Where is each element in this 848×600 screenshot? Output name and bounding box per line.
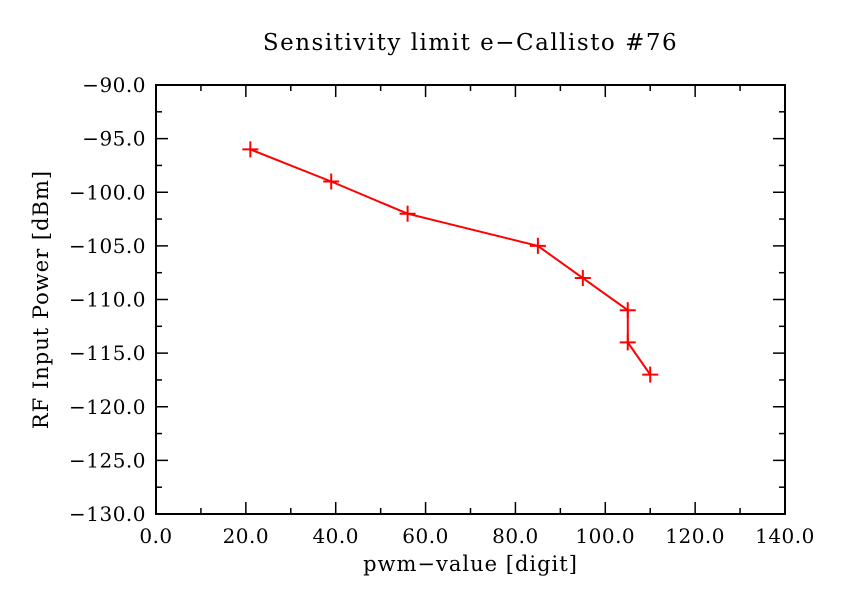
x-tick-label: 20.0 <box>223 524 270 548</box>
y-tick-label: −115.0 <box>69 341 146 365</box>
x-tick-label: 100.0 <box>575 524 635 548</box>
y-axis-label: RF Input Power [dBm] <box>29 170 53 429</box>
y-tick-label: −95.0 <box>82 127 146 151</box>
y-tick-label: −125.0 <box>69 448 146 472</box>
x-tick-label: 0.0 <box>139 524 172 548</box>
x-tick-label: 80.0 <box>492 524 539 548</box>
x-tick-label: 140.0 <box>755 524 815 548</box>
y-tick-label: −105.0 <box>69 234 146 258</box>
x-axis-label: pwm−value [digit] <box>363 552 578 576</box>
y-tick-label: −100.0 <box>69 180 146 204</box>
y-tick-label: −90.0 <box>82 73 146 97</box>
y-tick-label: −120.0 <box>69 395 146 419</box>
y-tick-label: −110.0 <box>69 288 146 312</box>
x-tick-label: 120.0 <box>665 524 725 548</box>
x-tick-label: 60.0 <box>402 524 449 548</box>
x-tick-label: 40.0 <box>312 524 359 548</box>
chart-title: Sensitivity limit e−Callisto #76 <box>263 30 678 56</box>
y-tick-label: −130.0 <box>69 502 146 526</box>
